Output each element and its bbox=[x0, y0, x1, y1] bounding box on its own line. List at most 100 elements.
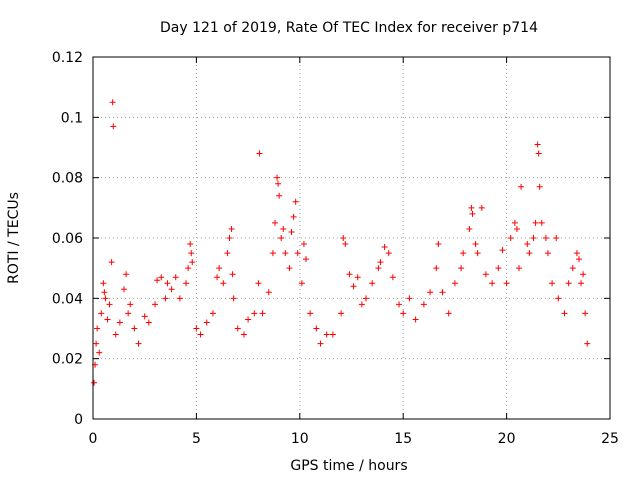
data-point bbox=[412, 316, 419, 323]
data-point bbox=[269, 250, 276, 257]
data-point bbox=[292, 198, 299, 205]
data-point bbox=[580, 271, 587, 278]
data-point bbox=[346, 271, 353, 278]
axis-ticks: 0 0.02 0.04 0.06 0.08 0.1 0.12 0 5 10 15 20 25 bbox=[52, 50, 619, 447]
data-point bbox=[100, 280, 107, 287]
data-point bbox=[369, 280, 376, 287]
y-tick-label: 0.04 bbox=[52, 291, 83, 307]
data-point bbox=[245, 316, 252, 323]
y-axis-label: ROTI / TECUs bbox=[6, 192, 22, 284]
data-point bbox=[127, 301, 134, 308]
data-point bbox=[526, 250, 533, 257]
data-point bbox=[575, 256, 582, 263]
data-point bbox=[278, 235, 285, 241]
data-point bbox=[255, 280, 262, 287]
data-point bbox=[323, 331, 330, 338]
data-point bbox=[193, 325, 200, 332]
chart-title: Day 121 of 2019, Rate Of TEC Index for r… bbox=[160, 20, 538, 36]
data-point bbox=[168, 286, 175, 293]
data-point bbox=[106, 301, 113, 308]
data-point bbox=[400, 310, 407, 317]
data-point bbox=[542, 235, 549, 241]
data-point bbox=[185, 265, 192, 272]
data-point bbox=[282, 250, 289, 257]
data-point bbox=[131, 325, 138, 332]
data-point bbox=[164, 280, 171, 287]
data-point bbox=[495, 265, 502, 272]
y-tick-label: 0.06 bbox=[52, 231, 83, 247]
data-point bbox=[375, 265, 382, 272]
data-point bbox=[518, 183, 525, 190]
data-point bbox=[112, 331, 119, 338]
y-tick-label: 0.02 bbox=[52, 352, 83, 368]
data-point bbox=[536, 183, 543, 190]
data-point bbox=[135, 340, 142, 347]
x-tick-label: 5 bbox=[192, 431, 201, 447]
data-point bbox=[286, 265, 293, 272]
x-tick-label: 20 bbox=[498, 431, 516, 447]
x-axis-label: GPS time / hours bbox=[290, 458, 407, 474]
data-point bbox=[141, 313, 148, 320]
data-point bbox=[290, 213, 297, 220]
data-point bbox=[569, 265, 576, 272]
y-tick-label: 0.12 bbox=[52, 50, 83, 66]
data-point bbox=[121, 286, 128, 293]
data-point bbox=[313, 325, 320, 332]
data-point bbox=[234, 325, 241, 332]
data-point bbox=[101, 289, 108, 296]
data-point bbox=[229, 271, 236, 278]
data-point bbox=[145, 319, 152, 326]
data-point bbox=[489, 280, 496, 287]
data-point bbox=[152, 301, 159, 308]
data-point bbox=[354, 274, 361, 281]
x-tick-label: 25 bbox=[601, 431, 619, 447]
data-point bbox=[188, 250, 195, 257]
data-point bbox=[288, 228, 295, 235]
data-point bbox=[98, 310, 105, 317]
data-point bbox=[224, 250, 231, 257]
data-point bbox=[298, 280, 305, 287]
data-point bbox=[294, 250, 301, 257]
data-point bbox=[240, 331, 247, 338]
data-point bbox=[507, 235, 514, 241]
data-point bbox=[187, 241, 194, 248]
data-point bbox=[102, 295, 109, 302]
data-point bbox=[350, 283, 357, 290]
data-point bbox=[381, 244, 388, 251]
data-point bbox=[573, 250, 580, 257]
data-point bbox=[104, 316, 111, 323]
data-point bbox=[561, 310, 568, 317]
data-point bbox=[584, 340, 591, 347]
data-point bbox=[524, 241, 531, 248]
data-point bbox=[162, 295, 169, 302]
data-point bbox=[439, 289, 446, 296]
data-point bbox=[396, 301, 403, 308]
data-point bbox=[435, 241, 442, 248]
data-point bbox=[183, 280, 190, 287]
data-point bbox=[96, 349, 103, 356]
data-point bbox=[534, 141, 541, 148]
data-point bbox=[578, 280, 585, 287]
data-point bbox=[389, 274, 396, 281]
data-point bbox=[274, 174, 281, 181]
data-point bbox=[317, 340, 324, 347]
data-point bbox=[110, 123, 117, 130]
data-point bbox=[93, 340, 100, 347]
data-point bbox=[503, 280, 510, 287]
data-point bbox=[513, 225, 520, 232]
data-point bbox=[251, 310, 258, 317]
data-point bbox=[108, 259, 115, 266]
data-point bbox=[271, 219, 278, 226]
data-point bbox=[158, 274, 165, 281]
data-point bbox=[565, 280, 572, 287]
y-tick-label: 0.1 bbox=[61, 110, 83, 126]
data-point bbox=[433, 265, 440, 272]
data-point bbox=[214, 274, 221, 281]
data-point bbox=[216, 265, 223, 272]
data-point bbox=[377, 259, 384, 266]
data-point bbox=[420, 301, 427, 308]
data-point bbox=[94, 325, 101, 332]
data-point bbox=[469, 210, 476, 217]
data-point bbox=[445, 310, 452, 317]
